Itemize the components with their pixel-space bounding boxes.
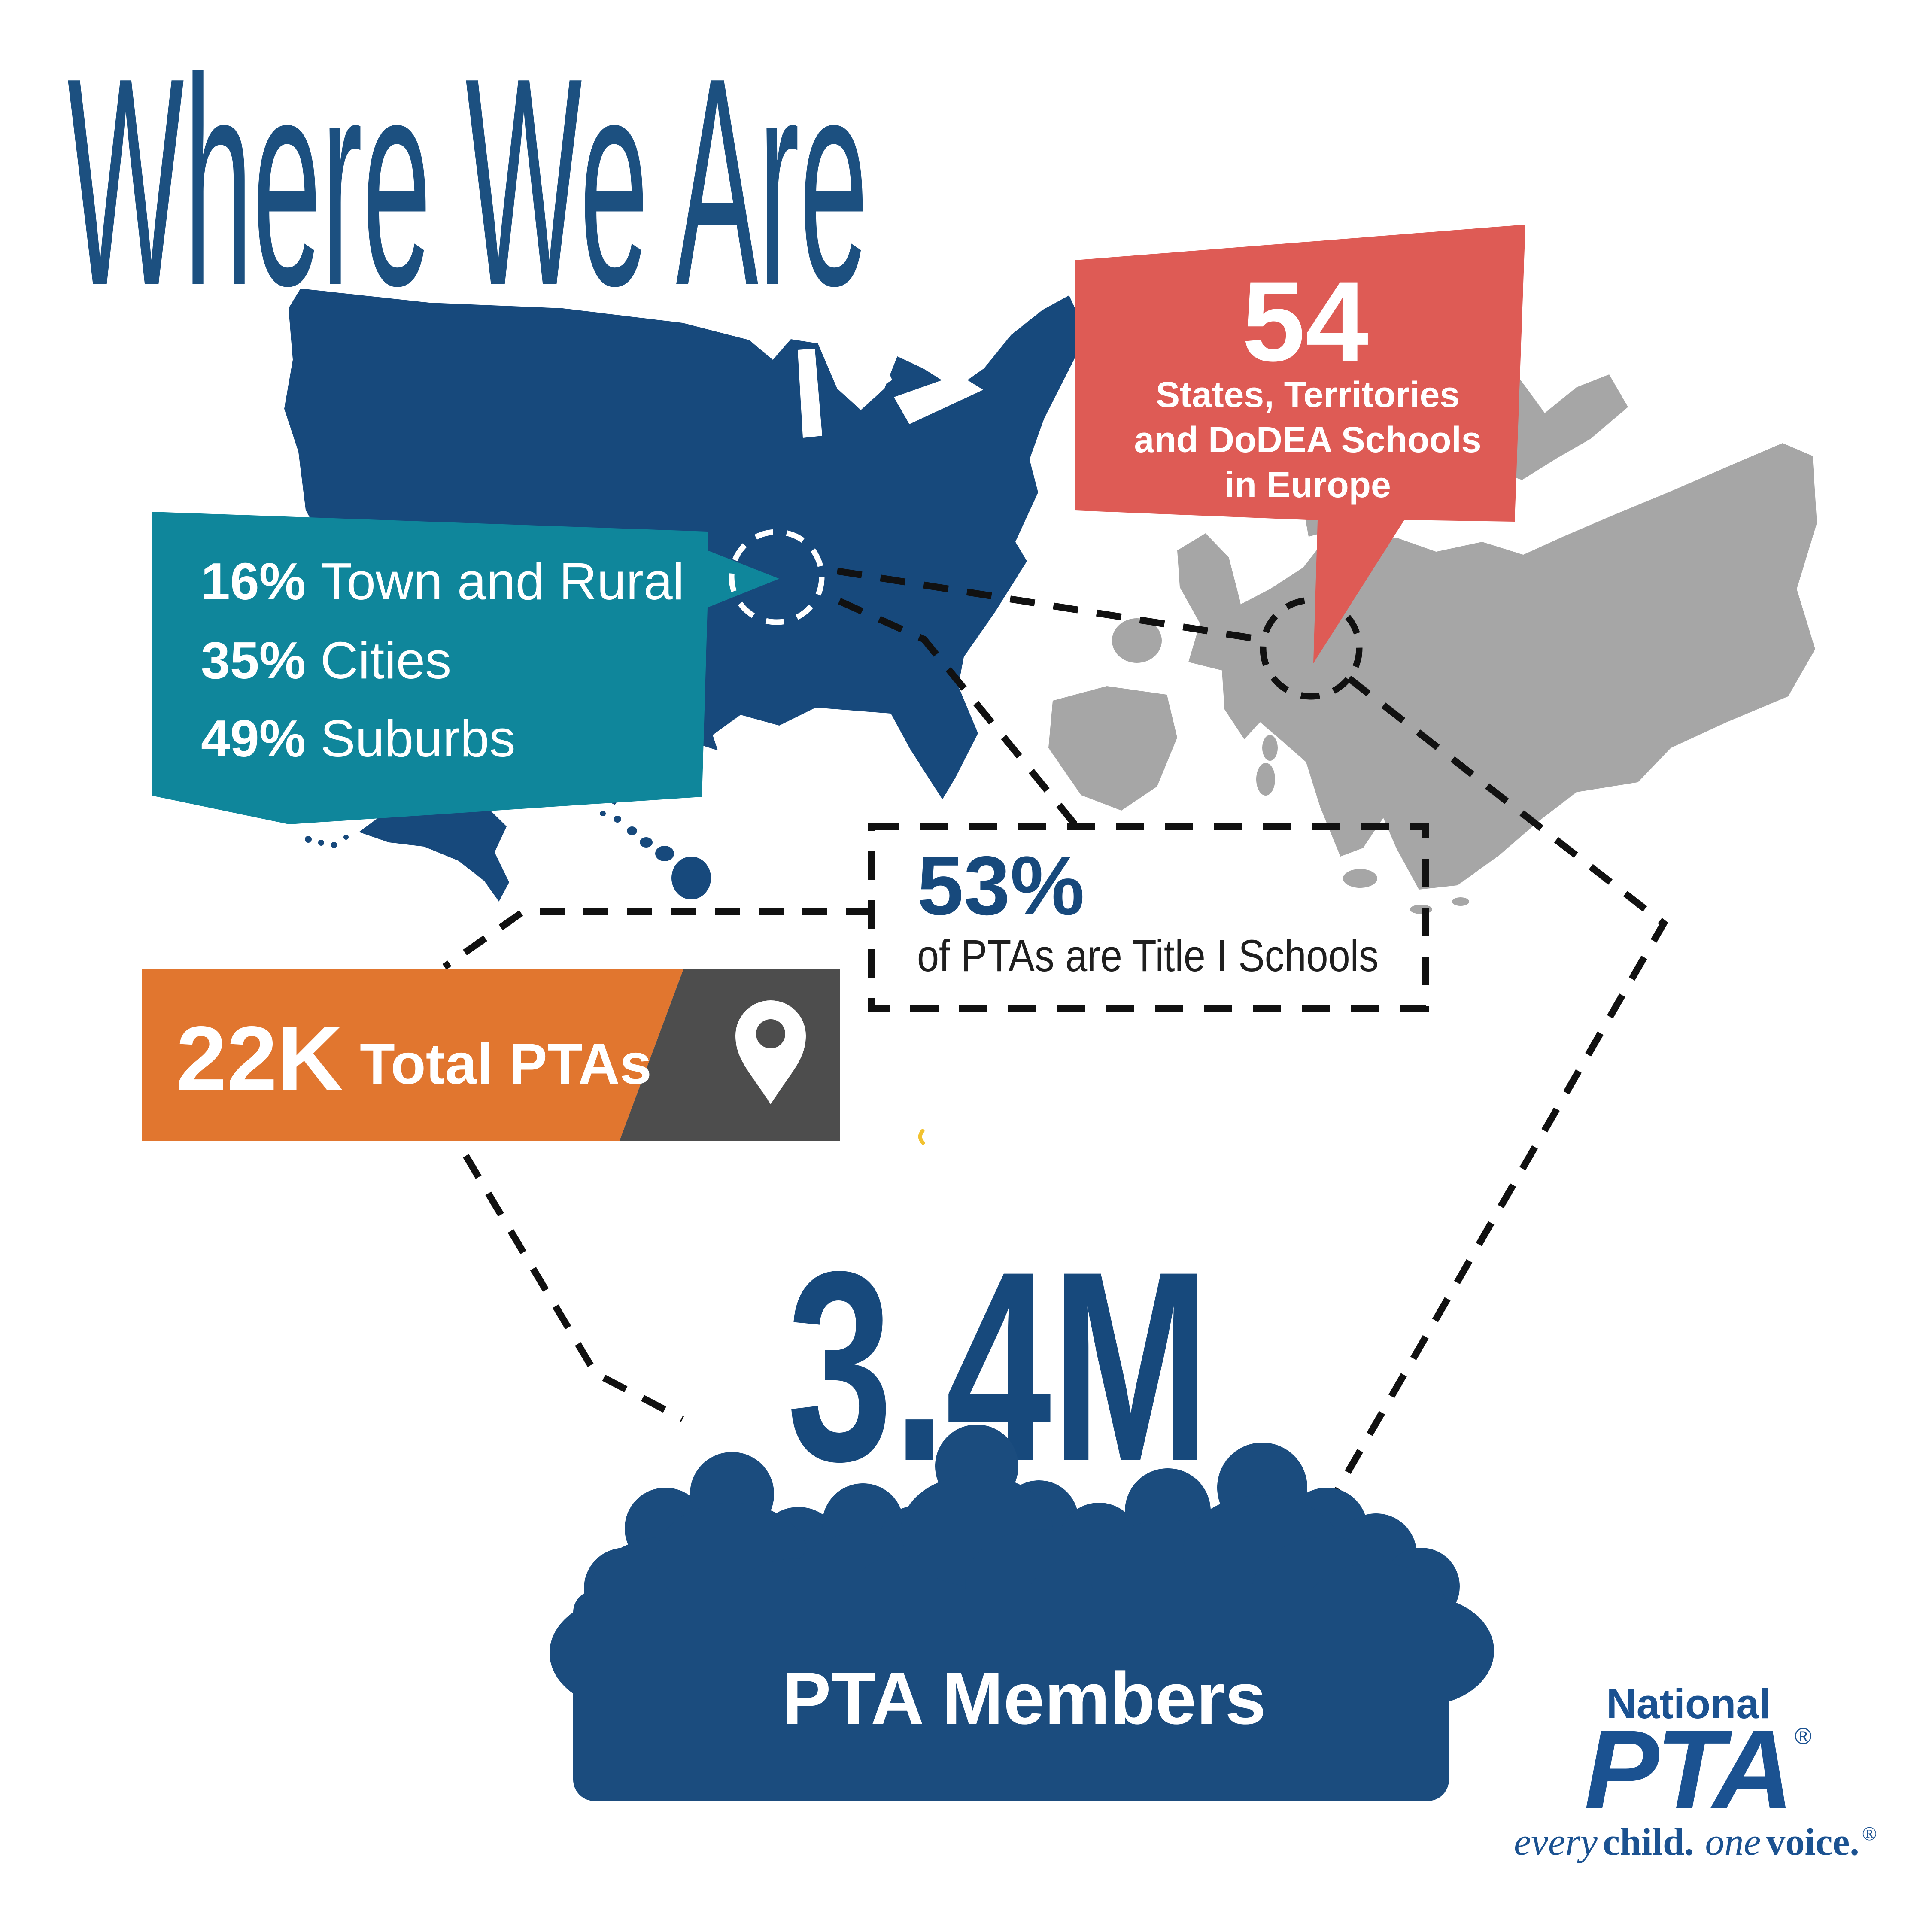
tagline-registered-mark: ® [1862,1823,1877,1844]
location-pin-body [735,1000,806,1104]
logo-registered-mark: ® [1795,1723,1812,1749]
title1-value: 53% [917,839,1084,933]
hawaii-island [655,846,674,861]
aleutian-island [318,840,324,846]
urbanicity-label: Cities [320,631,451,690]
alaska-shape [359,795,509,902]
tagline-word: every [1514,1821,1598,1863]
connector-banner-to-members [463,1154,684,1422]
tagline-word: child. [1603,1821,1694,1863]
members-crowd-silhouette: PTA Members [550,1425,1494,1801]
aleutian-island [305,836,312,843]
states-line: and DoDEA Schools [1134,419,1482,460]
total-ptas-value: 22K [176,1007,343,1109]
national-pta-logo: National PTA ® every child. one voice. ® [1514,1680,1877,1863]
banner-orange-shape [142,969,683,1141]
hawaii-island [600,811,606,816]
connector-lines [442,568,1668,1529]
svg-text:16%Town and Rural: 16% Town and Rural [201,552,684,611]
urbanicity-label: Suburbs [320,709,515,768]
iberia-shape [1048,686,1177,811]
aleutian-island [343,835,349,840]
tagline-word: one [1705,1821,1761,1863]
sardinia-shape [1256,763,1275,796]
great-lake-michigan [798,349,822,438]
connector-title1-to-banner [442,908,871,970]
page-title: Where We Are [67,16,868,347]
hawaii-island [614,816,621,823]
title1-box: 53% of PTAs are Title I Schools [868,823,1429,1012]
dashed-circle-us [729,529,825,625]
hawaii-island [627,826,637,835]
total-ptas-banner: 22K Total PTAs [142,969,840,1141]
states-line: States, Territories [1156,374,1460,415]
svg-text:35%Cities: 35% Cities [201,631,451,690]
logo-national: National [1607,1680,1771,1727]
ireland-shape [1112,618,1162,663]
speech-bubble-shape [1075,225,1525,663]
great-lake-huron [832,344,892,403]
hawaii-island [640,837,653,848]
title1-box-border [868,823,1429,1012]
greek-island [1452,897,1469,906]
connector-us-to-title1-box [838,598,1078,828]
urbanicity-value: 35% [201,631,306,690]
urbanicity-value: 49% [201,709,306,768]
states-count: 54 [1242,258,1369,385]
great-lake-erie-ontario [894,374,983,424]
britain-shape [1177,533,1247,671]
total-ptas-label: Total PTAs [360,1032,652,1096]
urbanicity-callout: 16% Town and Rural 35% Cities 49% Suburbs [152,512,779,824]
urbanicity-value: 16% [201,552,306,611]
connector-us-to-europe-upper [836,568,1263,643]
members-label: PTA Members [782,1657,1266,1740]
urbanicity-flag-shape [152,512,779,824]
location-pin-hole [756,1019,785,1048]
hawaii-island [671,857,711,899]
logo-pta: PTA [1584,1707,1791,1832]
aleutian-island [331,842,337,848]
dashed-circle-europe [1260,597,1363,700]
states-speech-bubble: 54 States, Territories and DoDEA Schools… [1075,225,1525,663]
svg-text:49%Suburbs: 49% Suburbs [201,709,516,768]
logo-tagline: every child. one voice. ® [1514,1821,1877,1863]
connector-europe-to-crowd [1313,675,1668,1529]
location-pin-icon [735,1000,806,1104]
decorative-yellow-tick [918,1129,925,1145]
tagline-word: voice. [1766,1821,1859,1863]
title1-label: of PTAs are Title I Schools [917,931,1379,981]
urbanicity-label: Town and Rural [320,552,684,611]
sicily-shape [1343,869,1377,888]
corsica-shape [1262,735,1278,761]
states-line: in Europe [1224,465,1391,505]
crowd-body [573,1591,1449,1801]
